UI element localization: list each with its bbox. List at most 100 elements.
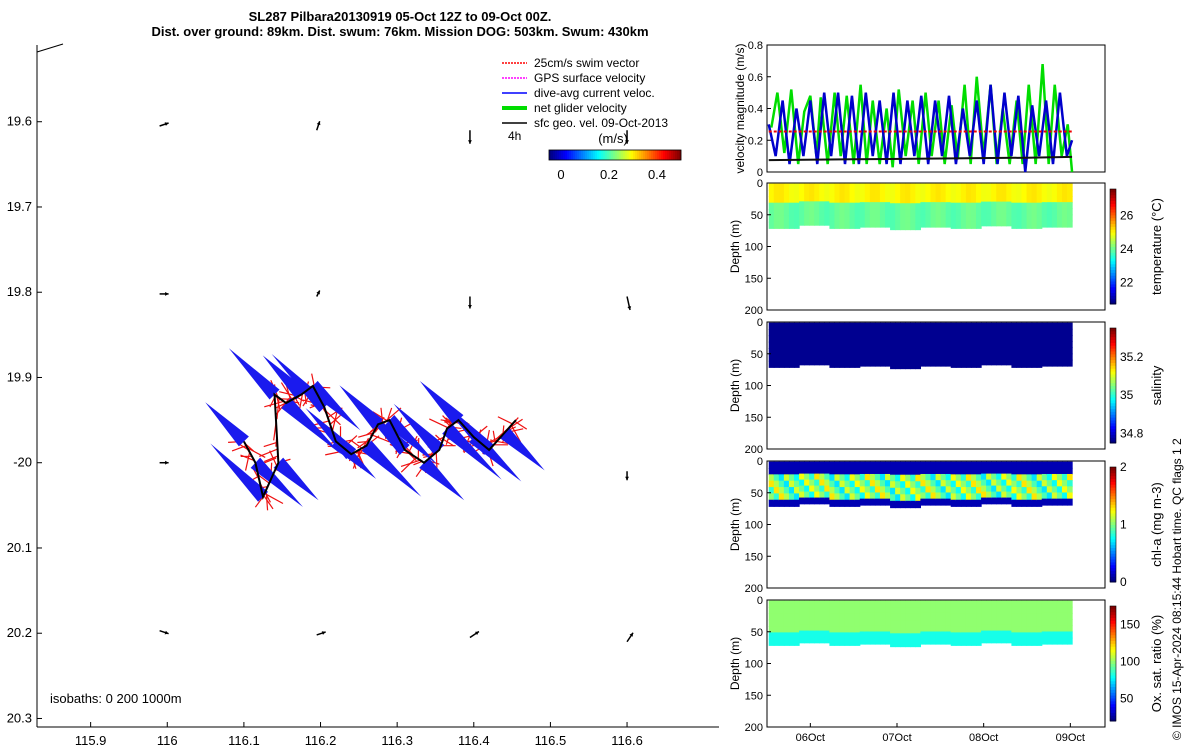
section-data-cell — [859, 183, 866, 191]
section-data-cell — [829, 606, 836, 615]
section-data-cell — [885, 631, 891, 639]
section-data-cell — [1036, 209, 1043, 217]
section-data-cell — [854, 613, 861, 621]
section-data-cell — [859, 498, 866, 506]
section-data-cell — [920, 461, 927, 469]
section-data-cell — [1021, 606, 1028, 615]
section-data-cell — [965, 499, 972, 507]
section-data-cell — [970, 619, 977, 627]
section-colorbar-cell — [1110, 550, 1116, 554]
section-data-cell — [849, 322, 856, 330]
section-data-cell — [844, 215, 851, 223]
section-data-cell — [895, 322, 901, 330]
section-data-cell — [783, 613, 790, 621]
section-data-cell — [1021, 461, 1028, 469]
section-data-cell — [788, 493, 795, 501]
section-data-cell — [1067, 341, 1073, 349]
section-data-cell — [783, 328, 790, 337]
section-data-cell — [1021, 480, 1028, 488]
current-vector — [281, 397, 341, 455]
section-data-cell — [768, 322, 775, 330]
section-data-cell — [814, 618, 820, 626]
section-data-cell — [829, 626, 836, 634]
section-data-cell — [945, 606, 952, 614]
section-data-cell — [814, 322, 820, 330]
section-data-cell — [804, 346, 810, 354]
section-data-cell — [1011, 638, 1018, 646]
section-data-cell — [1011, 183, 1018, 191]
section-data-cell — [925, 612, 932, 620]
section-data-cell — [809, 467, 815, 475]
section-data-cell — [773, 341, 780, 349]
time-x-tick-label: 06Oct — [796, 732, 825, 744]
section-data-cell — [991, 213, 997, 221]
section-data-cell — [905, 335, 911, 344]
section-data-cell — [839, 360, 846, 368]
section-data-cell — [1006, 600, 1012, 608]
section-data-cell — [970, 499, 977, 507]
section-data-cell — [804, 352, 810, 360]
section-data-cell — [834, 215, 841, 223]
section-data-cell — [783, 493, 790, 501]
section-data-cell — [976, 626, 982, 634]
section-data-cell — [778, 354, 785, 362]
section-data-cell — [950, 209, 957, 217]
section-data-cell — [829, 209, 836, 217]
section-data-cell — [925, 347, 932, 355]
section-data-cell — [768, 215, 775, 223]
section-data-cell — [930, 202, 937, 210]
section-data-cell — [1001, 606, 1007, 614]
section-data-cell — [809, 479, 815, 487]
section-data-cell — [1026, 461, 1033, 469]
section-data-cell — [960, 487, 967, 495]
colorbar-cell — [651, 150, 654, 160]
section-data-cell — [910, 203, 916, 211]
section-data-cell — [930, 341, 937, 349]
section-data-cell — [778, 335, 785, 343]
section-y-tick-label: 200 — [745, 305, 763, 317]
section-data-cell — [773, 183, 780, 191]
section-data-cell — [783, 215, 790, 223]
section-data-cell — [1006, 352, 1012, 360]
section-data-cell — [970, 606, 977, 615]
section-data-cell — [1026, 196, 1033, 204]
section-data-cell — [864, 214, 871, 222]
section-data-cell — [1051, 341, 1058, 349]
section-data-cell — [1031, 474, 1038, 482]
section-data-cell — [1031, 626, 1038, 634]
section-data-cell — [1001, 491, 1007, 499]
section-data-cell — [925, 322, 932, 330]
section-data-cell — [819, 461, 825, 469]
section-data-cell — [1011, 606, 1018, 615]
section-data-cell — [1021, 638, 1028, 646]
section-data-cell — [976, 600, 982, 608]
section-data-cell — [804, 479, 810, 487]
section-data-cell — [768, 183, 775, 191]
section-data-cell — [915, 209, 921, 218]
section-data-cell — [1056, 195, 1063, 203]
section-data-cell — [849, 606, 856, 615]
section-data-cell — [976, 202, 982, 210]
section-data-cell — [879, 606, 886, 614]
current-vector — [271, 353, 330, 413]
section-data-cell — [834, 626, 841, 634]
section-colorbar-cell — [1110, 527, 1116, 531]
section-data-cell — [819, 630, 825, 638]
section-data-cell — [1026, 209, 1033, 217]
section-data-cell — [773, 606, 780, 615]
section-y-tick-label: 50 — [751, 488, 763, 500]
section-data-cell — [991, 491, 997, 499]
section-data-cell — [854, 467, 861, 476]
colorbar-cell — [563, 150, 566, 160]
section-data-cell — [819, 612, 825, 620]
section-data-cell — [940, 498, 947, 506]
section-data-cell — [976, 183, 982, 191]
section-data-cell — [859, 195, 866, 203]
section-data-cell — [1056, 619, 1063, 627]
map-x-tick-label: 115.9 — [75, 733, 107, 748]
section-data-cell — [905, 487, 911, 496]
section-colorbar-cell — [1110, 434, 1116, 438]
section-y-tick-label: 200 — [745, 444, 763, 456]
section-data-cell — [1051, 625, 1058, 633]
section-data-cell — [809, 600, 815, 608]
